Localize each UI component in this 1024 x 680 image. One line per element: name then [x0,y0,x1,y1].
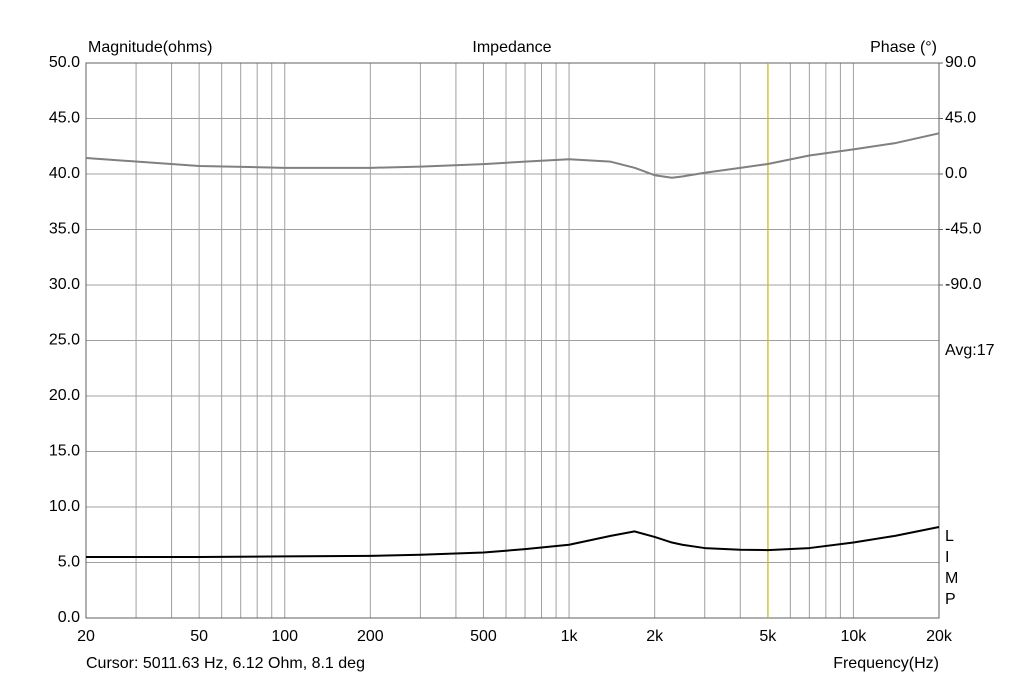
curve-letter: L [945,528,954,545]
x-tick-label: 50 [190,628,208,645]
y2-tick-label: -45.0 [945,221,982,238]
y-tick-label: 40.0 [49,165,80,182]
y-tick-label: 0.0 [58,609,80,626]
x-tick-label: 20k [926,628,953,645]
y-tick-label: 15.0 [49,443,80,460]
x-tick-label: 500 [470,628,497,645]
average-label: Avg:17 [945,342,995,359]
plot-frame [85,62,940,619]
y-tick-label: 45.0 [49,110,80,127]
x-tick-label: 20 [77,628,95,645]
y2-tick-label: 90.0 [945,54,976,71]
y2-tick-label: 0.0 [945,165,967,182]
curve-letter: M [945,570,958,587]
y-tick-label: 30.0 [49,276,80,293]
curve-letter: P [945,591,956,608]
y2-tick-label: 45.0 [945,110,976,127]
y-tick-label: 25.0 [49,332,80,349]
curve-letter: I [945,549,949,566]
x-axis-label: Frequency(Hz) [833,655,939,672]
y-tick-label: 35.0 [49,221,80,238]
series-line [86,525,940,558]
cursor-readout: Cursor: 5011.63 Hz, 6.12 Ohm, 8.1 deg [86,655,365,672]
chart-title: Impedance [472,39,551,56]
x-tick-label: 10k [841,628,868,645]
x-tick-label: 2k [646,628,664,645]
x-tick-label: 5k [759,628,777,645]
y2-axis-label: Phase (°) [870,39,937,56]
y-tick-label: 10.0 [49,498,80,515]
x-tick-label: 200 [357,628,384,645]
x-tick-label: 1k [561,628,579,645]
x-tick-label: 100 [271,628,298,645]
y-axis-label: Magnitude(ohms) [88,39,213,56]
y-tick-label: 5.0 [58,554,80,571]
y-tick-label: 20.0 [49,387,80,404]
y2-tick-label: -90.0 [945,276,982,293]
series-line [85,132,940,179]
y-tick-label: 50.0 [49,54,80,71]
